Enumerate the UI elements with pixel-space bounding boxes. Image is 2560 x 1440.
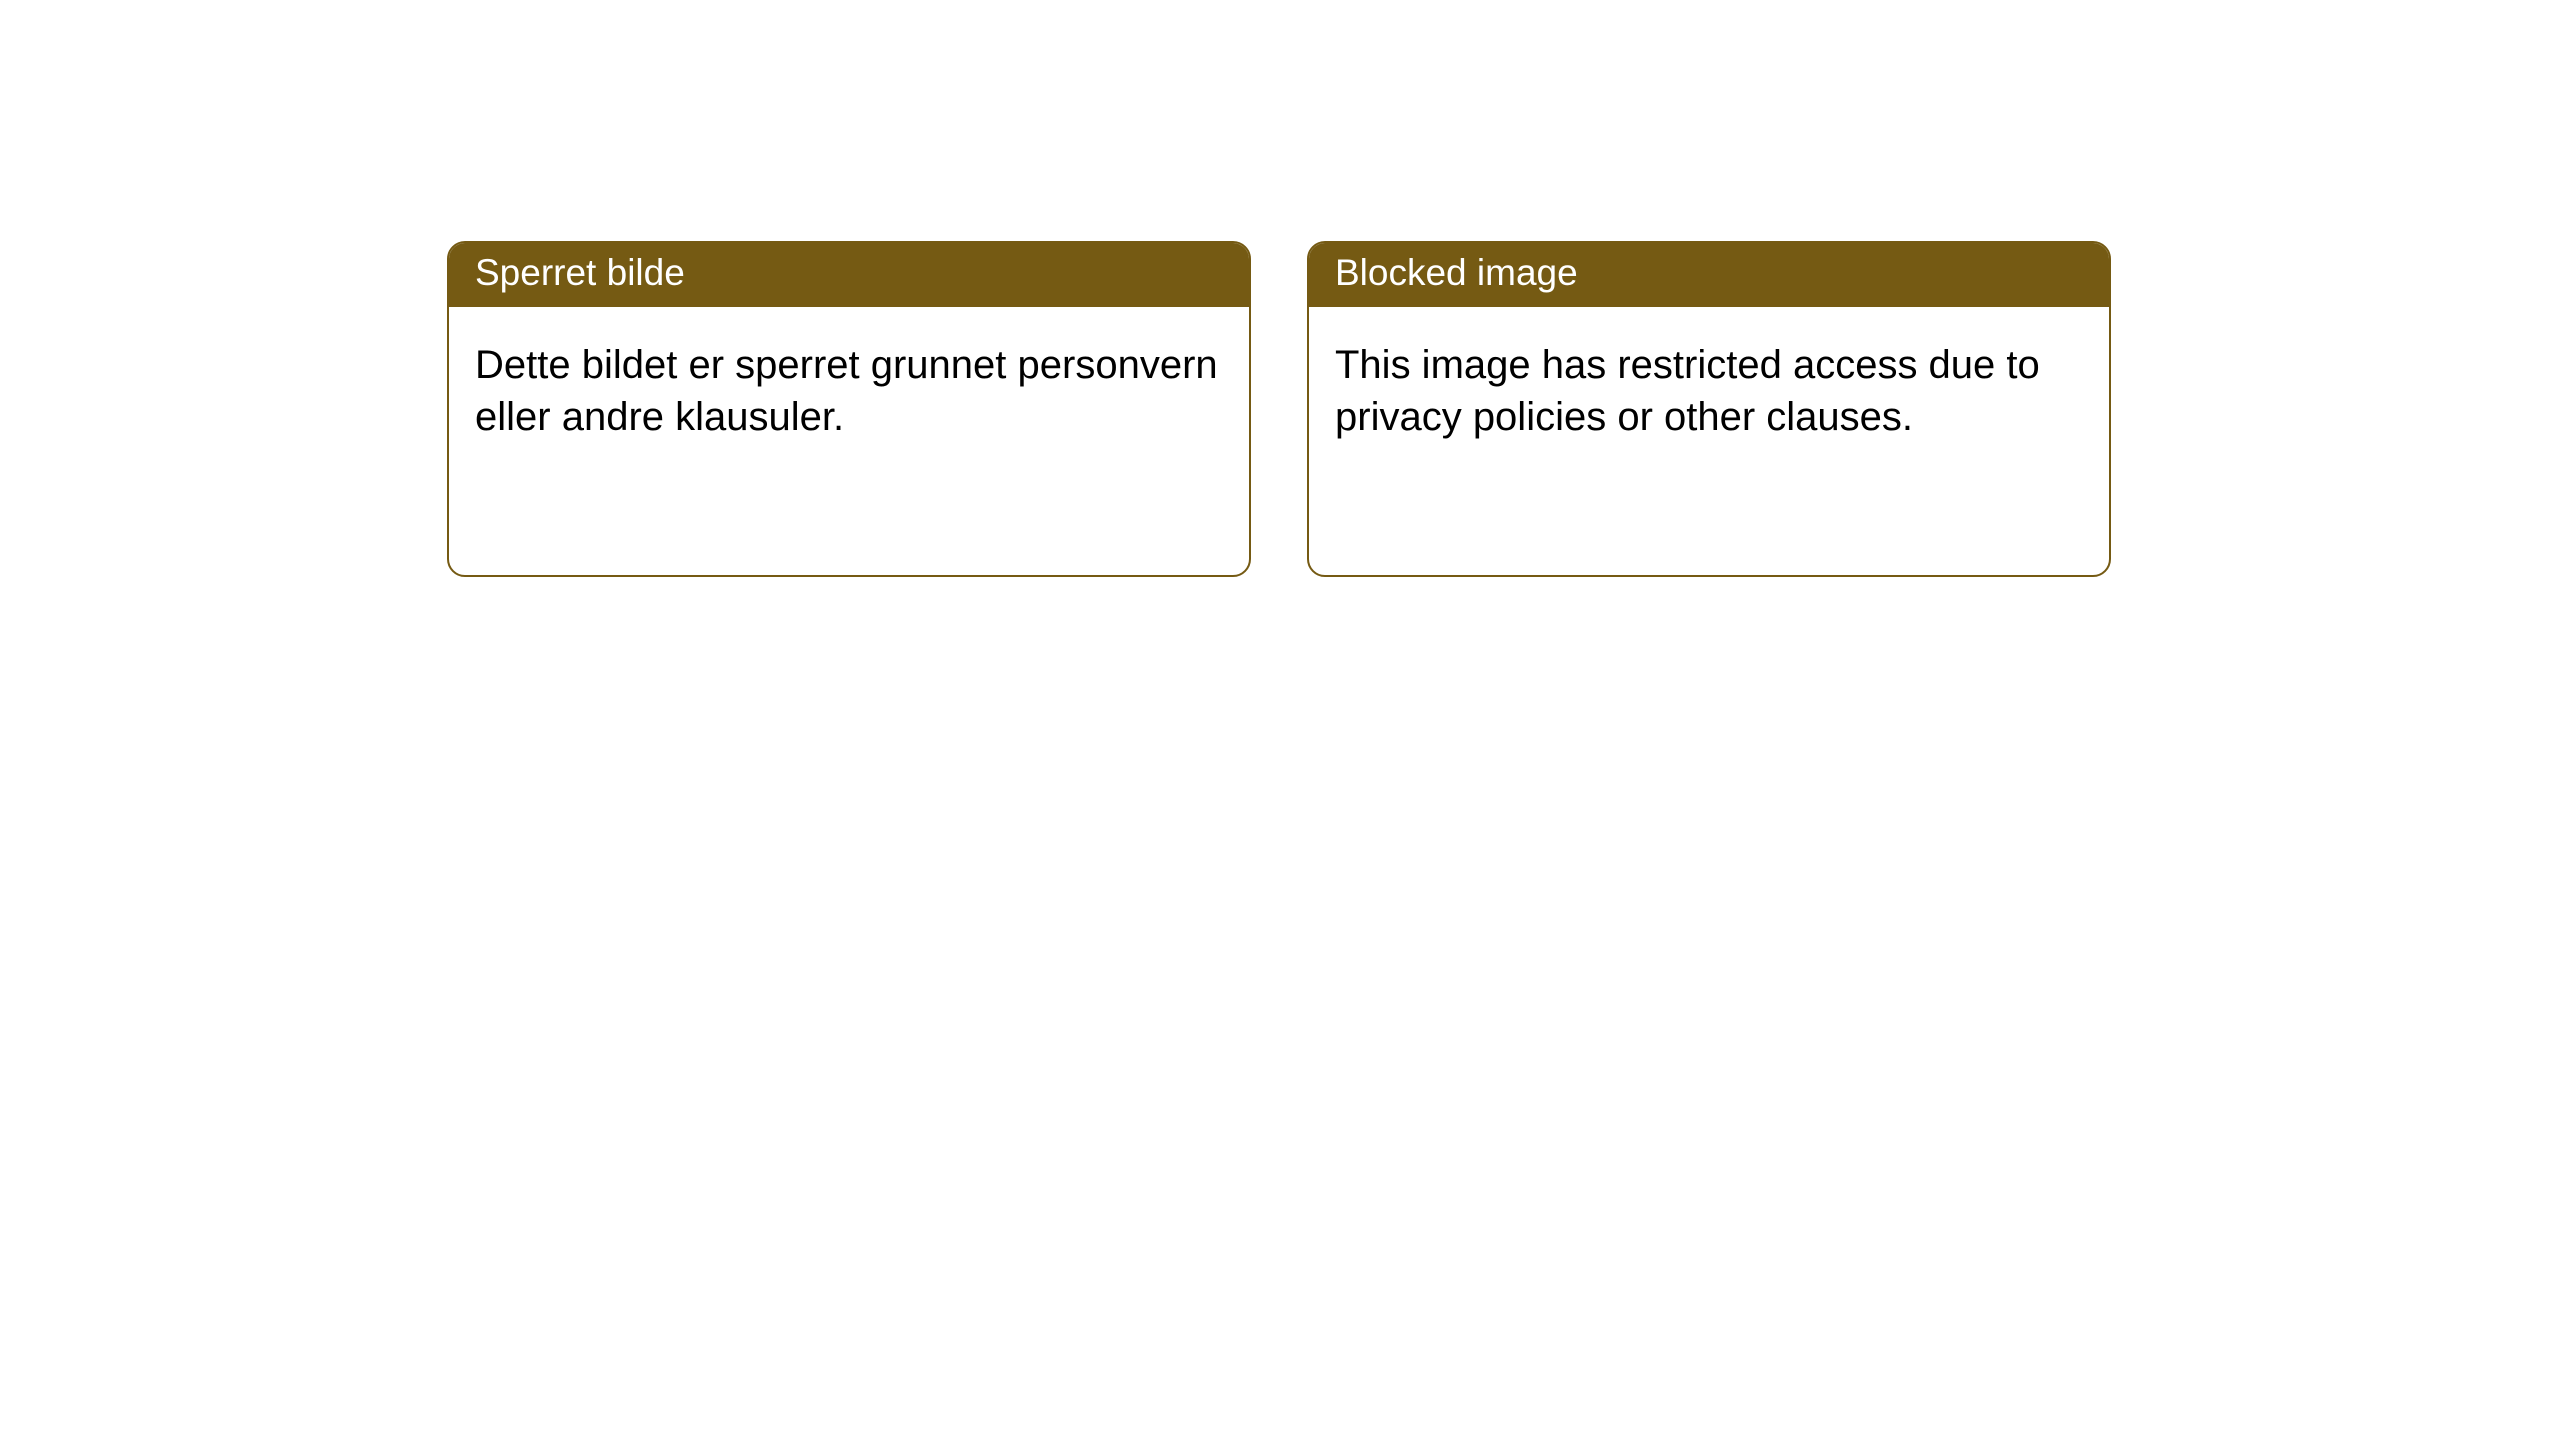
notice-cards-container: Sperret bilde Dette bildet er sperret gr… (0, 0, 2560, 577)
notice-card-norwegian: Sperret bilde Dette bildet er sperret gr… (447, 241, 1251, 577)
notice-card-header: Sperret bilde (449, 243, 1249, 307)
notice-card-header: Blocked image (1309, 243, 2109, 307)
notice-card-message: This image has restricted access due to … (1335, 343, 2040, 439)
notice-card-message: Dette bildet er sperret grunnet personve… (475, 343, 1218, 439)
notice-card-body: Dette bildet er sperret grunnet personve… (449, 307, 1249, 469)
notice-card-title: Blocked image (1335, 252, 1578, 293)
notice-card-title: Sperret bilde (475, 252, 685, 293)
notice-card-english: Blocked image This image has restricted … (1307, 241, 2111, 577)
notice-card-body: This image has restricted access due to … (1309, 307, 2109, 469)
